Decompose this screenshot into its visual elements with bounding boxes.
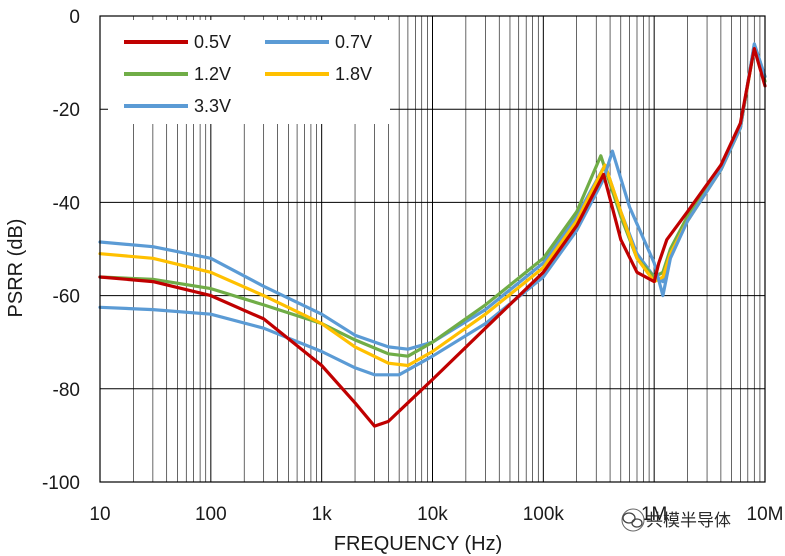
legend: 0.5V 0.7V 1.2V 1.8V 3.3V bbox=[108, 20, 390, 124]
series-line-0.7V bbox=[98, 42, 767, 377]
y-tick-label: -60 bbox=[53, 287, 80, 308]
x-tick-label: 1k bbox=[312, 504, 333, 525]
x-tick-label: 100k bbox=[523, 504, 565, 525]
y-tick-label: -20 bbox=[53, 100, 80, 121]
legend-label: 0.5V bbox=[194, 32, 231, 52]
x-tick-label: 100 bbox=[195, 504, 227, 525]
legend-label: 1.2V bbox=[194, 64, 231, 84]
legend-label: 3.3V bbox=[194, 96, 231, 116]
watermark: 共模半导体 bbox=[621, 508, 731, 532]
watermark-text: 共模半导体 bbox=[646, 511, 731, 531]
x-tick-label: 10k bbox=[417, 504, 448, 525]
legend-label: 1.8V bbox=[335, 64, 372, 84]
y-axis-label: PSRR (dB) bbox=[5, 219, 27, 318]
x-tick-label: 10 bbox=[89, 504, 110, 525]
x-tick-label: 10M bbox=[747, 504, 784, 525]
wechat-icon bbox=[621, 508, 645, 532]
y-tick-labels: 0 -20 -40 -60 -80 -100 bbox=[42, 7, 80, 494]
x-tick-labels: 10 100 1k 10k 100k 1M 10M bbox=[89, 504, 783, 525]
series-line-0.5V bbox=[98, 46, 767, 428]
y-tick-label: -100 bbox=[42, 473, 80, 494]
x-axis-label: FREQUENCY (Hz) bbox=[334, 533, 503, 555]
y-tick-label: -80 bbox=[53, 380, 80, 401]
plot-frame bbox=[99, 15, 766, 483]
y-tick-label: -40 bbox=[53, 193, 80, 214]
series-line-1.2V bbox=[98, 44, 767, 358]
series-lines bbox=[98, 42, 767, 428]
legend-label: 0.7V bbox=[335, 32, 372, 52]
x-tick-label: 1M bbox=[641, 504, 667, 525]
y-tick-label: 0 bbox=[69, 7, 80, 28]
